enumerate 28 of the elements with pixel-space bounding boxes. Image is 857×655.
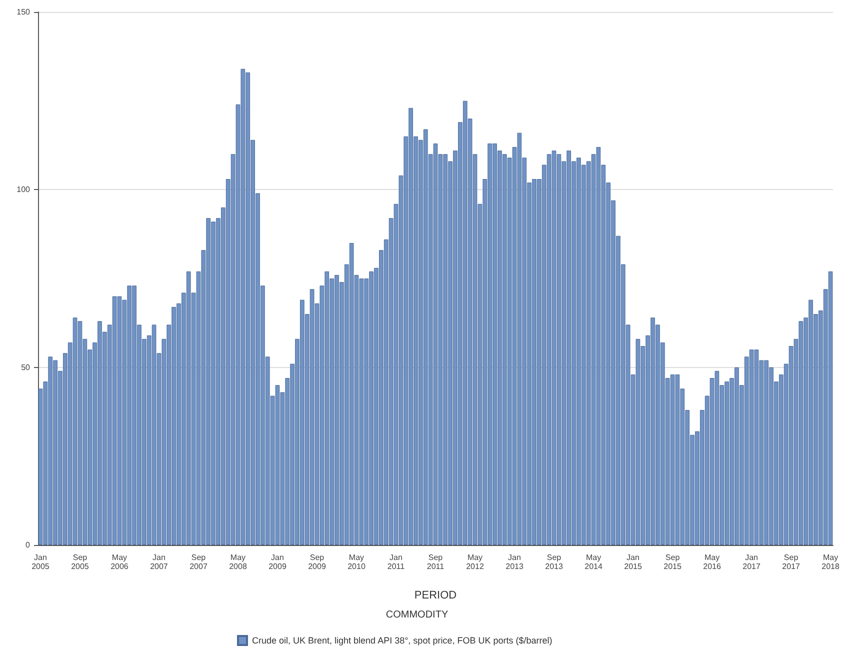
y-tick-label: 100 bbox=[16, 185, 31, 194]
x-tick-label: Sep 2011 bbox=[426, 553, 445, 571]
x-tick-label: May 2012 bbox=[466, 553, 484, 571]
x-tick-label: Jan 2017 bbox=[742, 553, 761, 571]
x-tick-label: Sep 2015 bbox=[664, 553, 682, 571]
x-tick-label: Jan 2013 bbox=[506, 553, 524, 571]
legend-label: Crude oil, UK Brent, light blend API 38°, spot price, FOB UK ports ($/barrel) bbox=[252, 636, 552, 646]
x-axis-title: PERIOD bbox=[414, 590, 457, 602]
x-tick-label: Jan 2011 bbox=[387, 553, 406, 571]
x-tick-label: May 2016 bbox=[703, 553, 722, 571]
x-tick-label: Sep 2009 bbox=[308, 553, 326, 571]
x-tick-label: Sep 2017 bbox=[782, 553, 800, 571]
x-tick-label: May 2008 bbox=[229, 553, 248, 571]
x-tick-label: Sep 2013 bbox=[545, 553, 564, 571]
legend-title: COMMODITY bbox=[386, 610, 448, 620]
x-tick-label: Jan 2005 bbox=[32, 553, 50, 571]
x-tick-label: May 2006 bbox=[110, 553, 129, 571]
y-tick-label: 50 bbox=[21, 362, 31, 372]
x-tick-label: Jan 2007 bbox=[150, 553, 168, 571]
x-tick-label: Sep 2005 bbox=[71, 553, 90, 571]
x-tick-label: May 2018 bbox=[822, 553, 840, 571]
x-tick-label: May 2010 bbox=[348, 553, 366, 571]
x-tick-label: May 2014 bbox=[584, 553, 603, 571]
x-tick-label: Jan 2015 bbox=[624, 553, 642, 571]
x-tick-label: Jan 2009 bbox=[268, 553, 287, 571]
y-tick-label: 150 bbox=[16, 8, 31, 16]
y-tick-label: 0 bbox=[26, 540, 31, 550]
x-tick-label: Sep 2007 bbox=[190, 553, 208, 571]
